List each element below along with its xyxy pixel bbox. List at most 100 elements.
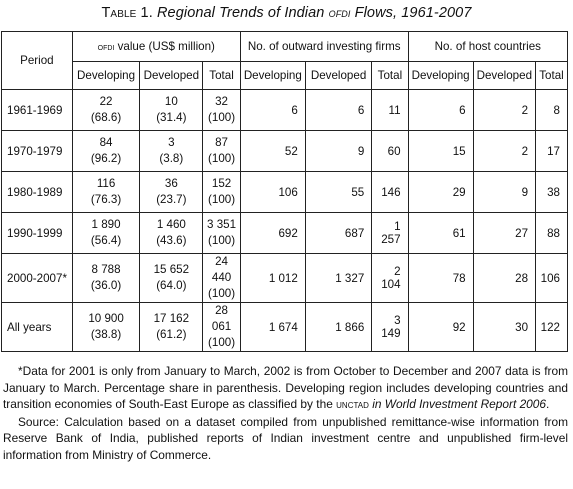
ofdi-developed-cell: 10 (31.4) <box>139 89 204 131</box>
firms-developing-cell: 692 <box>239 212 306 254</box>
value: 116 <box>96 177 116 190</box>
firms-developed-cell: 9 <box>304 130 373 172</box>
table-title-text: Regional Trends of Indian <box>156 5 325 21</box>
value: 3 <box>168 136 175 149</box>
period-cell: 2000-2007* <box>1 253 73 303</box>
firms-total-cell: 1 257 <box>371 212 409 254</box>
table-body: 1961-1969 22 (68.6) 10 (31.4) 32 (100) 6 6 11 6 2 8 1… <box>1 89 568 352</box>
subheader-hosts-total: Total <box>535 61 568 90</box>
table-row: 1970-1979 84 (96.2) 3 (3.8) 87 (100) 52 9 60 15 2 17 <box>1 130 568 172</box>
firms-developed-cell: 1 327 <box>304 253 373 303</box>
value: 8 788 <box>91 263 121 276</box>
ofdi-developing-cell: 116 (76.3) <box>71 171 141 213</box>
subheader-firms-developing: Developing <box>239 61 306 90</box>
value: 84 <box>99 136 113 149</box>
note-end: . <box>546 397 550 412</box>
subheader-ofdi-developing: Developing <box>71 61 141 90</box>
table-number: Table 1. <box>101 5 153 21</box>
firms-total-cell: 3 149 <box>371 302 409 352</box>
hosts-developed-cell: 2 <box>472 130 537 172</box>
firms-developing-cell: 1 674 <box>239 302 306 352</box>
note-data: *Data for 2001 is only from January to M… <box>3 363 568 414</box>
value: 15 652 <box>153 263 190 276</box>
note-data-text: *Data for 2001 is only from January to M… <box>3 364 568 412</box>
percent-share: (100) <box>208 336 236 349</box>
ofdi-total-cell: 32 (100) <box>202 89 241 131</box>
ofdi-total-cell: 28 061 (100) <box>202 302 241 352</box>
ofdi-developed-cell: 1 460 (43.6) <box>139 212 204 254</box>
firms-developing-cell: 106 <box>239 171 306 213</box>
period-cell: 1961-1969 <box>1 89 73 131</box>
value: 28 061 <box>211 304 232 333</box>
value: 87 <box>215 136 228 149</box>
hosts-developing-cell: 6 <box>407 89 474 131</box>
hosts-developed-cell: 28 <box>472 253 537 303</box>
ofdi-developed-cell: 17 162 (61.2) <box>139 302 204 352</box>
table-notes: *Data for 2001 is only from January to M… <box>3 363 568 464</box>
value: 1 460 <box>156 218 186 231</box>
percent-share: (100) <box>208 152 236 165</box>
hosts-total-cell: 106 <box>535 253 568 303</box>
percent-share: (64.0) <box>156 279 187 292</box>
header-ofdi-abbr: OFDI <box>97 41 115 53</box>
ofdi-developed-cell: 36 (23.7) <box>139 171 204 213</box>
ofdi-developing-cell: 1 890 (56.4) <box>71 212 141 254</box>
header-firms: No. of outward investing firms <box>239 31 409 62</box>
ofdi-table: Period OFDI value (US$ million) No. of o… <box>1 31 569 352</box>
header-row-main: Period OFDI value (US$ million) No. of o… <box>1 31 569 90</box>
ofdi-total-cell: 87 (100) <box>202 130 241 172</box>
value: 24 440 <box>211 255 232 284</box>
subheader-firms-total: Total <box>371 61 409 90</box>
firms-developed-cell: 55 <box>304 171 373 213</box>
value: 17 162 <box>153 312 190 325</box>
hosts-total-cell: 38 <box>535 171 568 213</box>
period-cell: 1970-1979 <box>1 130 73 172</box>
value: 152 <box>211 177 232 190</box>
percent-share: (36.0) <box>90 279 122 292</box>
note-report-title: in World Investment Report 2006 <box>372 397 547 412</box>
firms-developed-cell: 687 <box>304 212 373 254</box>
value: 3 351 <box>207 218 237 231</box>
percent-share: (76.3) <box>90 193 122 206</box>
value: 32 <box>215 95 228 108</box>
hosts-developed-cell: 27 <box>472 212 537 254</box>
table-title: Table 1. Regional Trends of Indian OFDI … <box>0 5 573 21</box>
percent-share: (56.4) <box>90 234 122 247</box>
subheader-hosts-developed: Developed <box>472 61 537 90</box>
hosts-developing-cell: 61 <box>407 212 474 254</box>
hosts-total-cell: 122 <box>535 302 568 352</box>
hosts-total-cell: 8 <box>535 89 568 131</box>
subheader-hosts-developing: Developing <box>407 61 474 90</box>
table-row: 1961-1969 22 (68.6) 10 (31.4) 32 (100) 6 6 11 6 2 8 <box>1 89 568 131</box>
percent-share: (100) <box>208 111 236 124</box>
value: 10 900 <box>88 312 124 325</box>
header-ofdi-value: OFDI value (US$ million) <box>71 31 241 62</box>
percent-share: (3.8) <box>159 152 184 165</box>
table-row: 2000-2007* 8 788 (36.0) 15 652 (64.0) 24 440 (… <box>1 253 568 303</box>
percent-share: (100) <box>208 287 236 300</box>
hosts-developed-cell: 30 <box>472 302 537 352</box>
value: 36 <box>164 177 178 190</box>
table-row: 1990-1999 1 890 (56.4) 1 460 (43.6) 3 351 (100… <box>1 212 568 254</box>
ofdi-total-cell: 152 (100) <box>202 171 241 213</box>
percent-share: (43.6) <box>156 234 187 247</box>
firms-total-cell: 2 104 <box>371 253 409 303</box>
subheader-ofdi-total: Total <box>202 61 241 90</box>
firms-developing-cell: 1 012 <box>239 253 306 303</box>
value: 1 890 <box>91 218 121 231</box>
ofdi-developing-cell: 8 788 (36.0) <box>71 253 141 303</box>
percent-share: (100) <box>208 193 236 206</box>
period-cell: 1980-1989 <box>1 171 73 213</box>
hosts-developing-cell: 15 <box>407 130 474 172</box>
ofdi-developing-cell: 84 (96.2) <box>71 130 141 172</box>
header-ofdi-rest: value (US$ million) <box>117 40 215 53</box>
firms-total-cell: 11 <box>371 89 409 131</box>
firms-developing-cell: 52 <box>239 130 306 172</box>
period-cell: All years <box>1 302 73 352</box>
percent-share: (68.6) <box>90 111 122 124</box>
percent-share: (38.8) <box>90 328 122 341</box>
hosts-developed-cell: 2 <box>472 89 537 131</box>
period-cell: 1990-1999 <box>1 212 73 254</box>
table-title-abbr: OFDI <box>328 5 351 20</box>
